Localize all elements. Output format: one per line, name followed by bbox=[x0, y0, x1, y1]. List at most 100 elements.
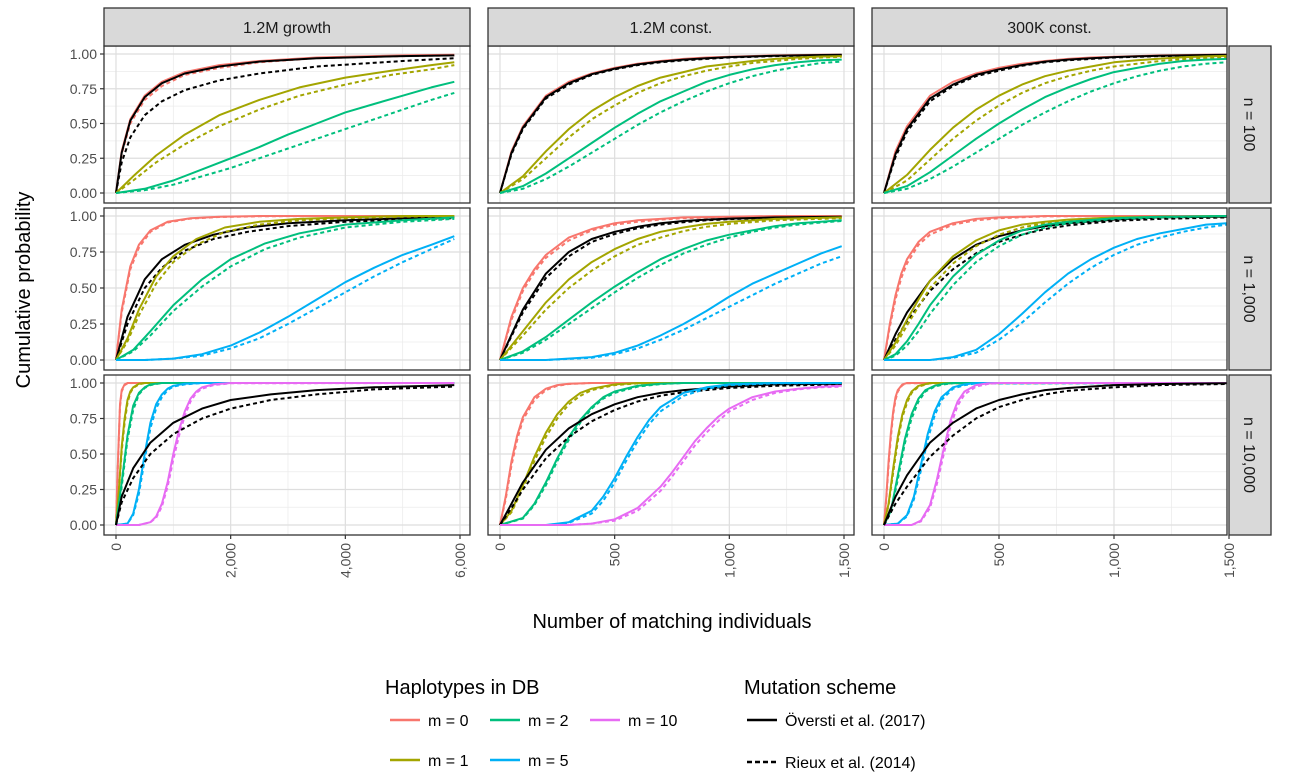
panel-background bbox=[872, 375, 1227, 535]
series-line-all-dashed bbox=[499, 54, 842, 194]
series-line-m-2-dashed bbox=[115, 382, 455, 526]
series-line-m-2-solid bbox=[499, 219, 842, 361]
panel-background bbox=[104, 208, 470, 370]
series-line-all-dashed bbox=[499, 216, 842, 361]
series-line-m-2-dashed bbox=[115, 91, 455, 194]
series-group bbox=[499, 382, 842, 526]
series-line-all-dashed bbox=[883, 54, 1227, 194]
series-line-m-10-dashed bbox=[116, 382, 455, 526]
x-tick-label: 1,000 bbox=[721, 543, 737, 578]
strips-layer: 1.2M growth 1.2M const. 300K const. n = 100… bbox=[103, 7, 1272, 536]
series-line-m-1-dashed bbox=[883, 382, 1227, 526]
y-tick-label: 0.75 bbox=[70, 81, 97, 97]
panel-r1-c0 bbox=[103, 207, 471, 371]
series-line-all-solid bbox=[883, 382, 1227, 526]
series-line-m-5-dashed bbox=[500, 255, 843, 361]
series-line-all-dashed bbox=[883, 383, 1227, 526]
series-line-m-1-dashed bbox=[883, 56, 1227, 194]
series-line-m-1-solid bbox=[499, 55, 842, 194]
panels-layer bbox=[103, 45, 1228, 536]
series-line-m-10-dashed bbox=[884, 382, 1227, 526]
series-line-m-2-solid bbox=[883, 57, 1227, 194]
facet-strip-row bbox=[1228, 45, 1272, 204]
series-line-m-2-dashed bbox=[115, 217, 455, 361]
y-tick-label: 0.00 bbox=[70, 352, 97, 368]
y-tick-label: 0.50 bbox=[70, 280, 97, 296]
series-line-m-0-dashed bbox=[115, 215, 455, 361]
panel-border bbox=[871, 374, 1228, 536]
panel-r0-c0 bbox=[103, 45, 471, 204]
series-line-m-2-solid bbox=[499, 58, 842, 194]
legend-linetype-label: Rieux et al. (2014) bbox=[785, 755, 916, 772]
legend-color-label: m = 0 bbox=[428, 713, 469, 730]
series-line-m-1-dashed bbox=[499, 55, 842, 194]
x-tick-label: 1,500 bbox=[1221, 543, 1237, 578]
series-line-m-2-dashed bbox=[883, 215, 1227, 361]
y-tick-label: 1.00 bbox=[70, 46, 97, 62]
series-group bbox=[115, 382, 455, 526]
series-line-m-1-dashed bbox=[115, 215, 455, 361]
y-axis-title: Cumulative probability bbox=[13, 192, 35, 389]
x-tick-label: 1,500 bbox=[836, 543, 852, 578]
facet-strip-row-label: n = 10,000 bbox=[1240, 417, 1257, 493]
series-line-m-2-dashed bbox=[499, 220, 842, 361]
series-line-all-solid bbox=[115, 216, 455, 361]
series-group bbox=[115, 215, 455, 361]
series-line-m-1-dashed bbox=[499, 217, 842, 361]
panel-border bbox=[871, 207, 1228, 371]
panel-background bbox=[872, 46, 1227, 203]
x-tick-label: 0 bbox=[876, 543, 892, 551]
facet-strip-column bbox=[103, 7, 471, 47]
series-line-m-5-dashed bbox=[116, 238, 455, 361]
panel-r1-c1 bbox=[487, 207, 855, 371]
x-tick-label: 500 bbox=[607, 543, 623, 567]
series-line-all-solid bbox=[115, 384, 455, 526]
facet-strip-row bbox=[1228, 374, 1272, 536]
panel-background bbox=[488, 208, 854, 370]
series-line-m-0-solid bbox=[499, 215, 842, 361]
y-tick-label: 1.00 bbox=[70, 375, 97, 391]
x-tick-label: 2,000 bbox=[223, 543, 239, 578]
facet-strip-row-label: n = 100 bbox=[1240, 98, 1257, 152]
facet-strip-column-label: 1.2M growth bbox=[243, 20, 331, 37]
series-line-m-5-solid bbox=[500, 382, 842, 526]
x-axis-title: Number of matching individuals bbox=[532, 611, 811, 633]
x-tick-label: 500 bbox=[991, 543, 1007, 567]
panel-r0-c1 bbox=[487, 45, 855, 204]
series-line-m-0-dashed bbox=[115, 382, 455, 526]
series-line-all-dashed bbox=[115, 57, 455, 194]
series-line-all-solid bbox=[499, 382, 842, 526]
legend: Haplotypes in DB Mutation scheme m = 0 m … bbox=[385, 677, 926, 772]
series-line-m-2-solid bbox=[115, 80, 455, 194]
series-line-m-0-dashed bbox=[499, 215, 842, 361]
series-line-m-1-dashed bbox=[115, 382, 455, 526]
panel-r2-c1 bbox=[487, 374, 855, 536]
series-line-all-dashed bbox=[499, 383, 842, 526]
series-group bbox=[883, 53, 1227, 194]
series-line-m-0-dashed bbox=[883, 382, 1227, 526]
facet-strip-row bbox=[1228, 207, 1272, 371]
panel-r0-c2 bbox=[871, 45, 1228, 204]
series-line-m-2-dashed bbox=[883, 61, 1227, 194]
series-line-m-2-solid bbox=[115, 216, 455, 361]
y-tick-label: 0.50 bbox=[70, 116, 97, 132]
series-group bbox=[499, 215, 843, 361]
x-tick-label: 0 bbox=[492, 543, 508, 551]
series-line-m-5-solid bbox=[500, 245, 843, 361]
legend-color-title: Haplotypes in DB bbox=[385, 677, 540, 699]
series-line-m-5-dashed bbox=[883, 382, 1227, 526]
y-tick-label: 0.25 bbox=[70, 316, 97, 332]
series-line-m-1-solid bbox=[499, 216, 842, 361]
facet-strip-column bbox=[487, 7, 855, 47]
legend-linetype-title: Mutation scheme bbox=[744, 677, 896, 699]
legend-color-label: m = 10 bbox=[628, 713, 677, 730]
facet-strip-column bbox=[871, 7, 1228, 47]
legend-color-label: m = 1 bbox=[428, 753, 469, 770]
series-group bbox=[883, 382, 1227, 526]
panel-border bbox=[487, 374, 855, 536]
series-line-all-solid bbox=[499, 215, 842, 361]
y-tick-label: 0.50 bbox=[70, 446, 97, 462]
legend-items: m = 0 m = 1 m = 2 m = 5 m = 10 Översti et al.… bbox=[390, 712, 926, 772]
series-line-m-2-dashed bbox=[883, 382, 1227, 526]
